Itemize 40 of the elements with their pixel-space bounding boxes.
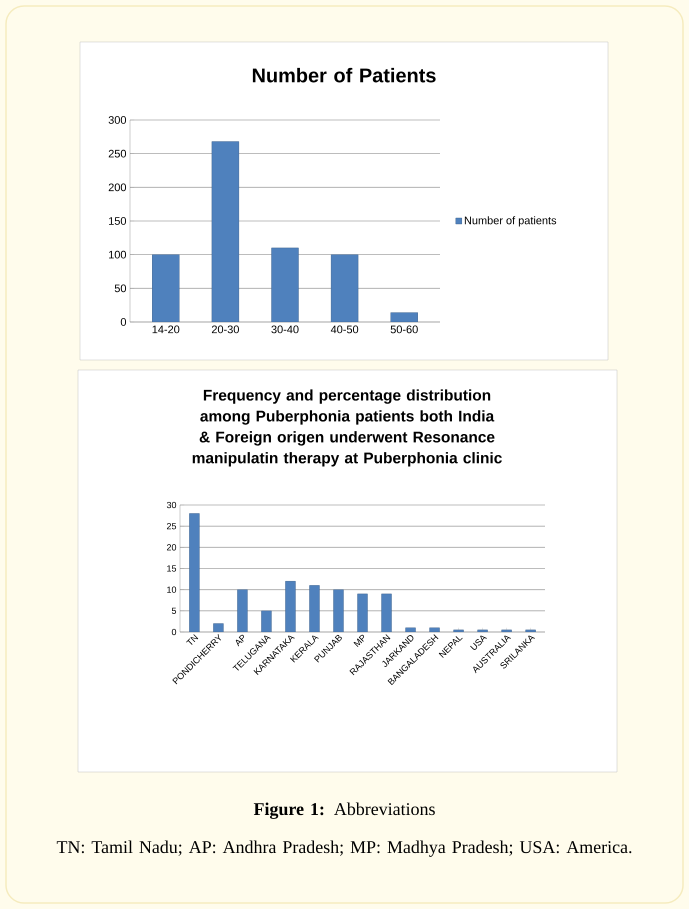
x-tick-label: 30-40: [271, 326, 299, 334]
y-tick-label: 20: [166, 544, 176, 551]
y-tick-label: 200: [108, 183, 126, 192]
bar: [330, 254, 358, 322]
y-tick-label: 100: [109, 250, 126, 259]
bar: [390, 312, 418, 322]
chart-title: Frequency and percentage distribution among Puberphonia patients both India & Foreign origen underwent Resonance manipulatin therapy at Puberphonia clinic: [192, 389, 502, 466]
bar: [285, 581, 296, 632]
y-tick-label: 5: [172, 608, 176, 614]
bar: [429, 628, 440, 632]
bar: [189, 513, 200, 632]
bar: [237, 589, 248, 632]
y-tick-label: 0: [172, 628, 176, 636]
y-tick-label: 300: [108, 116, 126, 124]
bar: [212, 141, 240, 322]
bar: [405, 628, 416, 632]
bar: [309, 585, 320, 632]
bar: [152, 254, 180, 322]
x-tick-label: 14-20: [152, 326, 180, 334]
x-tick-label: 20-30: [212, 326, 239, 334]
chart-title: Number of Patients: [252, 68, 436, 82]
y-tick-label: 30: [166, 502, 176, 508]
bar: [357, 594, 368, 632]
bar: [213, 623, 224, 632]
bar: [271, 248, 299, 322]
legend-label: Number of patients: [464, 216, 556, 226]
y-tick-label: 250: [108, 150, 126, 158]
y-tick-label: 25: [166, 522, 176, 530]
y-tick-label: 10: [167, 586, 176, 593]
y-tick-label: 0: [120, 318, 126, 326]
x-tick-label: 40-50: [330, 326, 358, 334]
text: TN: Tamil Nadu; AP: Andhra Pradesh; MP: Madhya Pradesh; USA: America.: [56, 840, 632, 857]
bar: [333, 589, 344, 632]
y-tick-label: 50: [114, 284, 126, 292]
bar: [381, 594, 392, 632]
x-tick-label: 50-60: [390, 326, 418, 334]
y-tick-label: 15: [167, 565, 176, 572]
y-tick-label: 150: [109, 217, 126, 225]
text: Figure 1: Abbreviations: [254, 802, 435, 819]
bar: [261, 610, 272, 632]
